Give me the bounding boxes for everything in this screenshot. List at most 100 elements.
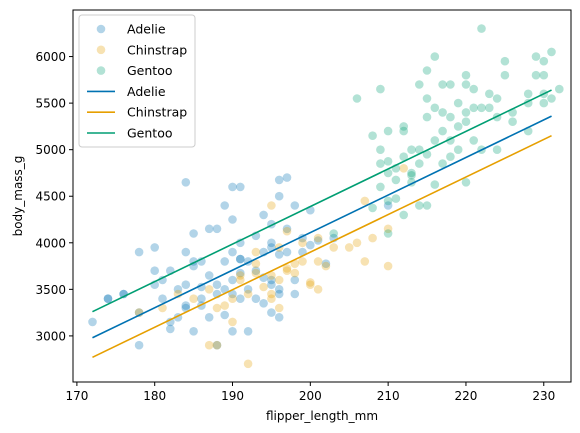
chinstrap-point (204, 285, 214, 294)
gentoo-point (376, 145, 385, 154)
gentoo-point (376, 84, 385, 94)
adelie-point (220, 257, 229, 266)
chinstrap-point (329, 243, 339, 252)
legend-box (78, 14, 196, 148)
gentoo-point (399, 122, 409, 131)
gentoo-point (329, 229, 339, 238)
adelie-point (236, 254, 245, 264)
adelie-point (274, 250, 284, 259)
gentoo-point (430, 136, 440, 145)
chinstrap-point (313, 285, 323, 294)
y-tick-label: 3500 (35, 283, 66, 297)
adelie-point (274, 191, 284, 201)
adelie-point (197, 257, 206, 266)
adelie-point (274, 285, 284, 294)
gentoo-point (453, 145, 463, 154)
chinstrap-point (282, 264, 292, 273)
adelie-point (274, 175, 284, 185)
legend-label-chinstrap: Chinstrap (127, 42, 187, 57)
gentoo-point (547, 94, 556, 103)
gentoo-point (446, 80, 455, 89)
gentoo-point (461, 80, 471, 89)
gentoo-point (415, 145, 424, 154)
adelie-point (321, 259, 331, 269)
chinstrap-point (368, 233, 377, 243)
gentoo-point (438, 159, 447, 168)
gentoo-point (446, 152, 455, 161)
gentoo-point (485, 89, 494, 99)
gentoo-point (555, 84, 564, 94)
adelie-point (267, 308, 276, 317)
x-tick-label: 170 (65, 389, 88, 403)
adelie-point (158, 294, 167, 304)
chinstrap-point (259, 282, 268, 292)
y-tick-label: 6000 (35, 50, 66, 64)
gentoo-point (453, 98, 463, 108)
adelie-point (228, 275, 237, 285)
chinstrap-point (236, 275, 245, 285)
adelie-point (228, 327, 237, 336)
y-tick-label: 5000 (35, 143, 66, 157)
adelie-point (166, 324, 175, 334)
gentoo-point (500, 56, 510, 66)
y-tick-label: 3000 (35, 329, 66, 343)
gentoo-point (500, 70, 510, 80)
adelie-point (267, 238, 276, 248)
chinstrap-point (282, 266, 292, 276)
y-axis-ticks: 3000 3500 4000 4500 5000 5500 6000 (35, 50, 73, 343)
legend-label-adelie: Adelie (127, 84, 166, 99)
adelie-point (220, 310, 229, 320)
chinstrap-point (306, 280, 315, 290)
chinstrap-point (236, 271, 245, 280)
adelie-point (243, 327, 253, 336)
chinstrap-point (212, 303, 222, 313)
adelie-point (313, 236, 323, 245)
adelie-point (251, 294, 261, 304)
adelie-point (197, 294, 206, 304)
chinstrap-point (267, 201, 276, 210)
adelie-point (88, 317, 97, 327)
x-tick-label: 230 (532, 389, 555, 403)
chinstrap-point (267, 294, 276, 304)
gentoo-point (352, 94, 362, 103)
gentoo-point (477, 24, 486, 33)
legend-marker-chinstrap (96, 45, 106, 55)
gentoo-point (469, 103, 479, 113)
x-axis-label: flipper_length_mm (266, 409, 378, 423)
chinstrap-point (321, 261, 331, 271)
gentoo-point (399, 126, 409, 136)
legend: Adelie Chinstrap Gentoo Adelie Chinstrap Gent… (78, 14, 196, 148)
chinstrap-point (306, 278, 315, 287)
gentoo-point (461, 70, 471, 80)
gentoo-point (438, 126, 447, 136)
y-tick-label: 4000 (35, 236, 66, 250)
adelie-point (212, 224, 222, 234)
chinstrap-point (243, 359, 253, 369)
adelie-point (181, 280, 191, 290)
adelie-point (189, 327, 198, 336)
adelie-point (212, 280, 222, 290)
adelie-point (204, 313, 214, 322)
chinstrap-point (251, 268, 261, 278)
gentoo-point (477, 103, 486, 113)
chinstrap-point (298, 257, 307, 266)
chinstrap-point (204, 340, 214, 350)
adelie-point (259, 210, 268, 220)
adelie-point (228, 215, 237, 224)
adelie-point (282, 224, 292, 234)
adelie-point (274, 313, 284, 322)
adelie-point (181, 303, 191, 313)
gentoo-point (422, 112, 432, 122)
adelie-point (236, 268, 245, 278)
adelie-point (236, 294, 245, 304)
adelie-point (150, 243, 159, 252)
gentoo-point (383, 126, 393, 136)
x-tick-label: 190 (221, 389, 244, 403)
chinstrap-point (228, 317, 237, 327)
adelie-point (243, 285, 253, 294)
adelie-point (181, 247, 191, 257)
gentoo-point (469, 84, 479, 94)
gentoo-point (383, 196, 393, 206)
y-tick-label: 5500 (35, 97, 66, 111)
chinstrap-point (251, 247, 261, 257)
